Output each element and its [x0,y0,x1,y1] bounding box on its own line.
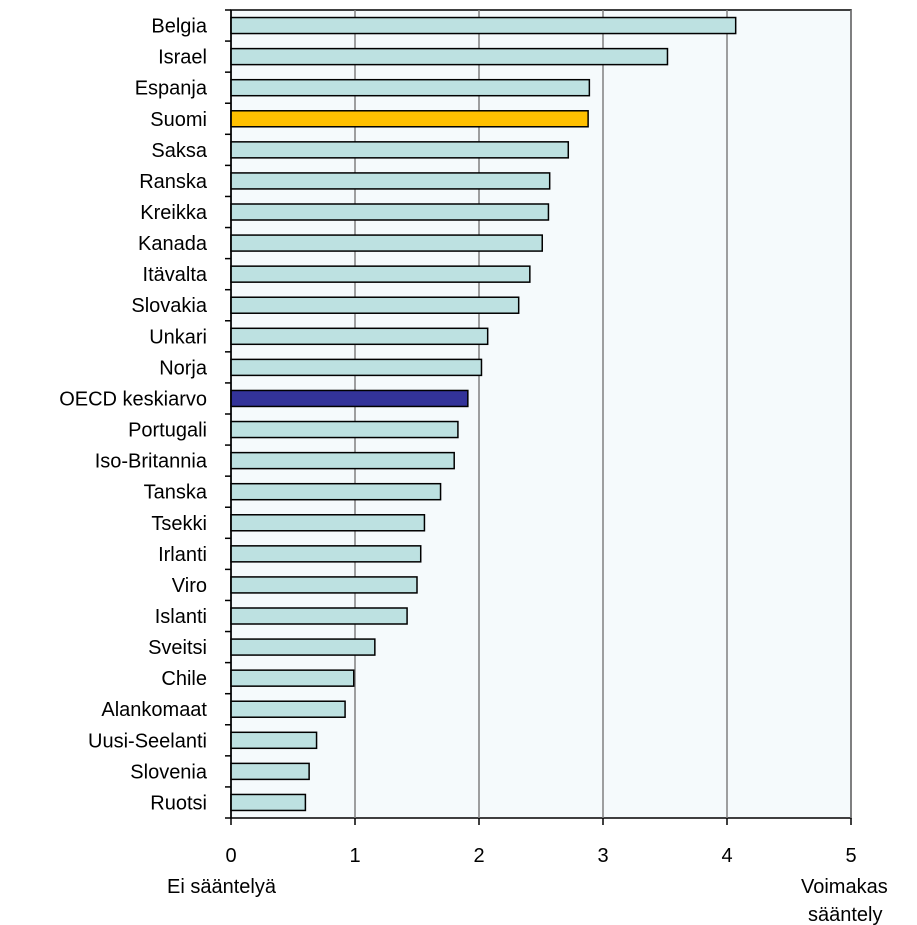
category-label: Belgia [151,16,207,38]
category-label: Uusi-Seelanti [88,730,207,752]
bar [230,762,310,781]
bar [230,420,459,439]
category-label: Saksa [151,140,207,162]
category-labels: Belgia Israel Espanja Suomi Saksa Ranska Kreik… [59,16,208,815]
x-tick-label: 3 [597,845,608,867]
x-axis-high-end-label-line2: sääntely [808,904,883,925]
bar [230,576,418,594]
category-label: Islanti [155,606,207,628]
category-label: Espanja [135,78,208,100]
x-tick-label: 2 [473,845,484,867]
bar [230,47,669,66]
plot-area [230,9,852,819]
category-label: Chile [161,668,207,690]
category-label: Ruotsi [150,792,207,814]
category-label: Suomi [150,109,207,131]
x-tick-label: 0 [225,845,236,867]
x-tick-label: 5 [845,845,856,867]
category-label: Irlanti [158,544,207,566]
x-tick-label: 4 [721,845,732,867]
category-label: Unkari [149,326,207,348]
bar [230,451,455,470]
bar [230,296,520,314]
bar [230,482,442,501]
category-label: Tsekki [151,513,207,535]
bars [230,16,737,812]
bar [230,327,489,346]
bar [230,172,551,190]
bar [230,203,550,221]
bar [230,514,426,532]
category-label: Sveitsi [148,637,207,659]
x-axis-low-end-label: Ei sääntelyä [167,876,277,898]
bar [230,607,408,625]
bar [230,234,543,252]
bar [230,141,570,159]
bar [230,793,307,812]
category-label: Tanska [144,482,208,504]
category-label: Norja [159,357,208,379]
category-label: Israel [158,47,207,69]
bar [230,669,355,687]
category-label: Slovakia [131,295,207,317]
x-tick-label: 1 [349,845,360,867]
category-label: OECD keskiarvo [59,388,207,410]
category-label: Viro [172,575,207,597]
category-label: Itävalta [143,264,208,286]
x-ticks: 0 1 2 3 4 5 [225,818,857,867]
bar [230,110,589,128]
category-label: Kreikka [140,202,208,224]
bar [230,389,469,408]
y-ticks [225,9,231,819]
bar [230,700,346,718]
category-label: Iso-Britannia [95,451,208,473]
bar [230,731,318,750]
bar [230,638,376,656]
bar [230,545,422,563]
x-axis-high-end-label-line1: Voimakas [801,876,888,898]
category-label: Kanada [138,233,208,255]
category-label: Alankomaat [101,699,207,721]
category-label: Slovenia [130,761,208,783]
bar [230,358,483,377]
bar [230,265,531,283]
bar [230,16,737,35]
category-label: Portugali [128,420,207,442]
category-label: Ranska [139,171,208,193]
bar [230,78,591,97]
